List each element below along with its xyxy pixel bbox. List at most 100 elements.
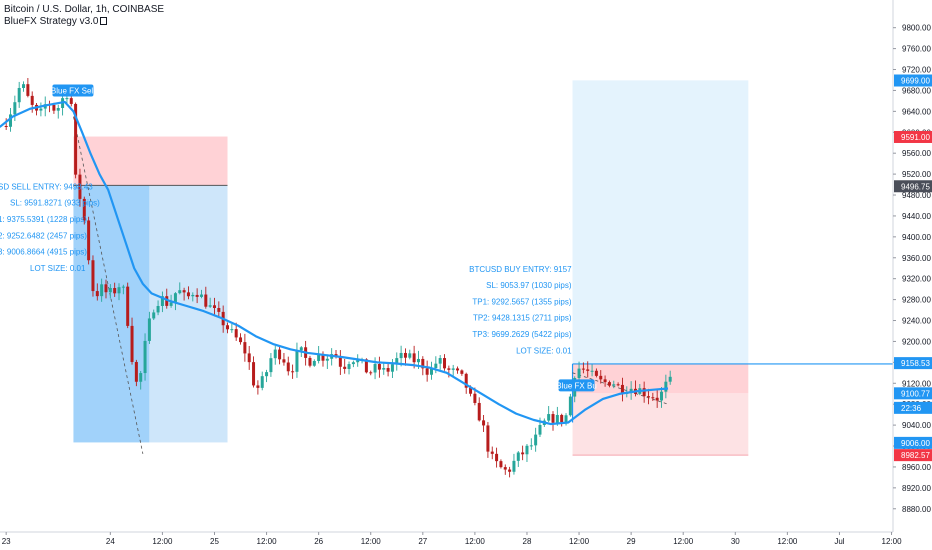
candle <box>104 279 108 299</box>
candle <box>191 292 195 302</box>
candle <box>9 108 13 132</box>
candle <box>121 284 125 295</box>
trade-info-line: SL: 9053.97 (1030 pips) <box>486 281 572 290</box>
candle <box>664 374 668 399</box>
time-tick-label: 23 <box>2 537 11 546</box>
time-tick-label: 24 <box>106 537 115 546</box>
candle-body <box>182 290 186 293</box>
candle <box>134 359 138 387</box>
settings-icon[interactable] <box>99 17 107 25</box>
candle-body <box>126 286 130 326</box>
candle-body <box>30 95 34 105</box>
price-tick-label: 9280.00 <box>902 296 931 305</box>
candle <box>217 301 221 317</box>
candle-body <box>91 260 95 292</box>
candle-body <box>416 358 420 363</box>
time-tick-label: 12:00 <box>882 537 903 546</box>
candle <box>178 282 182 295</box>
price-tick-label: 9680.00 <box>902 86 931 95</box>
candle-body <box>586 369 590 371</box>
candle-body <box>108 288 112 293</box>
candle <box>312 359 316 367</box>
price-tick-label: 9240.00 <box>902 317 931 326</box>
candle-body <box>13 102 17 115</box>
candle <box>607 380 611 388</box>
price-tag: 9158.53 <box>894 357 932 370</box>
candle-body <box>538 424 542 435</box>
candle-body <box>581 368 585 370</box>
price-tick-label: 9760.00 <box>902 45 931 54</box>
candle <box>438 355 442 370</box>
candle <box>382 362 386 375</box>
candle <box>347 361 351 375</box>
candle <box>503 464 507 475</box>
candle-body <box>347 364 351 369</box>
candle <box>17 81 21 108</box>
candle-body <box>568 396 572 416</box>
candle <box>560 413 564 427</box>
candle-body <box>512 460 516 472</box>
candle <box>243 333 247 362</box>
price-tag: 8982.57 <box>894 449 932 462</box>
candle-body <box>382 368 386 370</box>
candle-body <box>356 359 360 363</box>
candle <box>256 380 260 395</box>
candle-body <box>22 84 26 88</box>
time-tick-label: 28 <box>523 537 532 546</box>
trade-label-text: Blue FX Sell <box>51 86 95 95</box>
candle-body <box>490 451 494 454</box>
candle-body <box>668 376 672 382</box>
candle <box>338 350 342 375</box>
candle-body <box>39 108 43 111</box>
candle-body <box>560 414 564 423</box>
price-tag: 9699.00 <box>894 74 932 87</box>
candle <box>160 291 164 313</box>
candle-body <box>295 350 299 372</box>
candle-body <box>282 359 286 363</box>
candle-body <box>369 372 373 374</box>
candle-body <box>199 294 203 297</box>
price-tick-label: 9040.00 <box>902 421 931 430</box>
candle-body <box>9 114 13 127</box>
trade-info-line: TP3: 9699.2629 (5422 pips) <box>472 330 572 339</box>
candle-body <box>477 402 481 421</box>
candle-body <box>429 367 433 375</box>
candle <box>456 366 460 374</box>
candle <box>408 349 412 360</box>
candle <box>91 255 95 297</box>
candle <box>204 286 208 309</box>
candle-body <box>104 284 108 293</box>
time-axis[interactable]: 23 24 12:00 25 12:00 26 12:00 27 12:00 28 12:00 29 1… <box>0 531 932 546</box>
time-tick-label: 12:00 <box>361 537 382 546</box>
time-tick-label: 12:00 <box>257 537 278 546</box>
candle <box>369 370 373 376</box>
trade-info-line: SL: 9591.8271 (933 pips) <box>10 199 100 208</box>
candle <box>247 345 251 370</box>
price-tag-text: 9699.00 <box>901 77 930 86</box>
candle-body <box>134 361 138 382</box>
candle <box>482 414 486 432</box>
candle-body <box>421 358 425 369</box>
candle-body <box>599 375 603 380</box>
candle <box>590 364 594 377</box>
price-tag-box <box>894 436 932 449</box>
candle <box>325 354 329 370</box>
candle <box>568 393 572 417</box>
indicator-row[interactable]: BlueFX Strategy v3.0 <box>4 16 164 28</box>
candle <box>26 78 30 98</box>
trade-info-line: TP1: 9292.5657 (1355 pips) <box>472 297 572 306</box>
candle-body <box>434 363 438 368</box>
candle-body <box>364 359 368 373</box>
sell-target-zone-far <box>149 185 228 443</box>
candle-body <box>139 373 143 382</box>
candle-body <box>451 368 455 370</box>
trade-paths <box>73 116 669 454</box>
candle <box>395 352 399 371</box>
candle-body <box>325 358 329 361</box>
price-tag: 9496.75 <box>894 180 932 193</box>
candle-body <box>508 469 512 472</box>
candle <box>525 443 529 463</box>
price-tag-box <box>894 130 932 143</box>
indicator-name: BlueFX Strategy v3.0 <box>4 16 99 27</box>
